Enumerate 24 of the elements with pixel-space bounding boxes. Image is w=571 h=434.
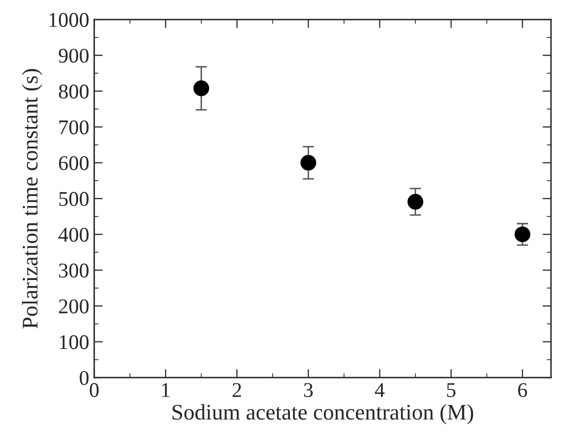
point <box>408 194 424 210</box>
x-axis-title: Sodium acetate concentration (M) <box>172 404 474 424</box>
x-tick-label: 2 <box>232 383 242 397</box>
y-tick-label: 600 <box>59 156 89 170</box>
y-tick-label: 900 <box>58 48 89 63</box>
x-tick-label: 3 <box>304 383 313 398</box>
x-tick-label: 4 <box>374 383 385 397</box>
x-tick-label: 5 <box>447 383 456 398</box>
y-tick-label: 0 <box>80 370 89 386</box>
y-axis-title: Polarization time constant (s) <box>22 69 42 328</box>
x-tick-label: 0 <box>90 383 99 398</box>
point <box>300 154 316 171</box>
y-tick-label: 1000 <box>50 12 89 27</box>
y-tick-label: 700 <box>59 120 89 134</box>
x-tick-label: 6 <box>518 383 528 398</box>
y-tick-label: 200 <box>59 299 89 314</box>
x-tick-label: 1 <box>162 383 170 397</box>
point <box>193 80 210 96</box>
y-tick-label: 500 <box>59 192 89 206</box>
y-tick-label: 300 <box>59 264 89 278</box>
y-tick-label: 100 <box>60 335 89 350</box>
point <box>514 226 530 242</box>
y-tick-label: 400 <box>58 228 89 242</box>
y-tick-label: 800 <box>58 84 89 99</box>
